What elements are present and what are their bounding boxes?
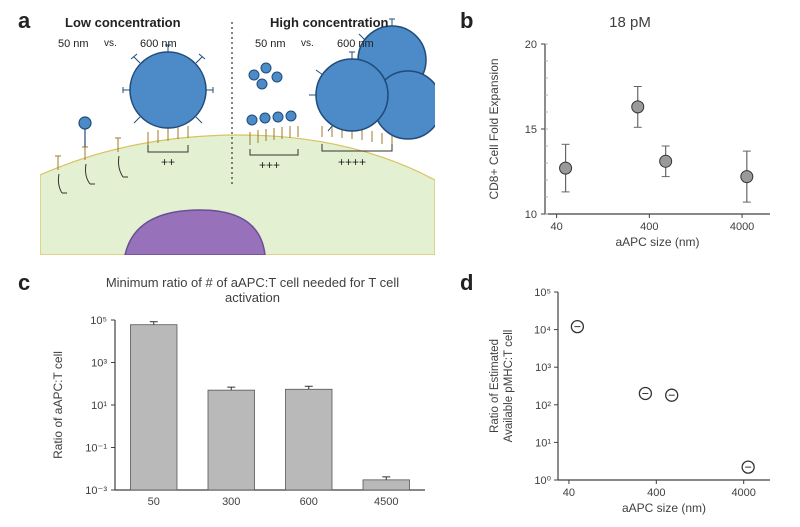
svg-text:10⁰: 10⁰	[534, 475, 551, 487]
svg-text:10¹: 10¹	[91, 400, 107, 412]
svg-text:10⁵: 10⁵	[90, 315, 107, 327]
svg-text:4000: 4000	[730, 221, 754, 233]
nano-big-left	[130, 52, 206, 128]
svg-text:10⁴: 10⁴	[534, 325, 551, 337]
svg-text:600: 600	[300, 496, 318, 508]
svg-text:10⁻¹: 10⁻¹	[85, 443, 107, 455]
svg-text:400: 400	[640, 221, 658, 233]
panel-a-sub-l1: 50 nm	[58, 38, 89, 50]
panel-b-svg: 10 15 20 40 400 4000 CD8+ Cell Fold Expansion a…	[480, 14, 780, 254]
panel-a-label: a	[18, 8, 30, 34]
svg-text:CD8+ Cell Fold Expansion: CD8+ Cell Fold Expansion	[487, 58, 501, 199]
panel-a-sub-r2: 600 nm	[337, 38, 374, 50]
panel-a-sub-r1: 50 nm	[255, 38, 286, 50]
svg-text:10³: 10³	[535, 362, 551, 374]
svg-text:10¹: 10¹	[535, 437, 551, 449]
nano-big-r2	[316, 59, 388, 131]
svg-text:20: 20	[525, 39, 537, 51]
panel-b-label: b	[460, 8, 473, 34]
svg-text:40: 40	[550, 221, 562, 233]
panel-b-chart: 18 pM 101520404004000CD8+ Cell Fold Expa…	[480, 14, 780, 254]
svg-text:Available pMHC:T cell: Available pMHC:T cell	[503, 330, 515, 443]
panel-d-label: d	[460, 270, 473, 296]
svg-text:300: 300	[222, 496, 240, 508]
svg-text:aAPC size (nm): aAPC size (nm)	[622, 501, 706, 515]
nano-small-1	[79, 117, 91, 129]
svg-text:10²: 10²	[535, 400, 551, 412]
svg-text:50: 50	[148, 496, 160, 508]
svg-text:15: 15	[525, 124, 537, 136]
plus-icon-3: ++++	[338, 155, 366, 169]
svg-text:10⁵: 10⁵	[534, 287, 551, 299]
figure-root: a Low concentration High concentration 5…	[0, 0, 800, 527]
panel-c-chart: Minimum ratio of # of aAPC:T cell needed…	[40, 275, 440, 520]
panel-a-sub-vs2: vs.	[301, 38, 314, 49]
svg-text:400: 400	[647, 487, 665, 499]
panel-a-low-text: Low concentration	[65, 15, 181, 30]
panel-a-sub-vs1: vs.	[104, 38, 117, 49]
svg-text:40: 40	[563, 487, 575, 499]
svg-text:10: 10	[525, 209, 537, 221]
panel-a-diagram: Low concentration High concentration 50 …	[40, 10, 435, 255]
panel-a-svg: ++	[40, 10, 435, 255]
panel-a-sub-l2: 600 nm	[140, 38, 177, 50]
svg-text:aAPC size (nm): aAPC size (nm)	[615, 235, 699, 249]
panel-c-label: c	[18, 270, 30, 296]
plus-icon-2: +++	[259, 158, 280, 172]
svg-text:4000: 4000	[731, 487, 755, 499]
svg-text:10⁻³: 10⁻³	[85, 485, 107, 497]
svg-text:10³: 10³	[91, 358, 107, 370]
plus-icon-1: ++	[161, 155, 175, 169]
svg-text:Ratio of Estimated: Ratio of Estimated	[489, 339, 501, 433]
panel-d-svg: 10⁰ 10¹ 10² 10³ 10⁴ 10⁵ 40 400 4000 Ratio of Esti…	[480, 280, 780, 520]
svg-text:Ratio of aAPC:T cell: Ratio of aAPC:T cell	[51, 351, 65, 459]
nano-small-floating	[249, 63, 282, 89]
svg-text:4500: 4500	[374, 496, 398, 508]
panel-d-chart: 10⁰ 10¹ 10² 10³ 10⁴ 10⁵ 40 400 4000 Ratio of Esti…	[480, 280, 780, 520]
nano-small-row1	[247, 111, 296, 125]
panel-a-high-text: High concentration	[270, 15, 388, 30]
panel-c-svg: 10⁻³ 10⁻¹ 10¹ 10³ 10⁵ 50 300 600 4500 Ratio of aA…	[40, 275, 440, 520]
